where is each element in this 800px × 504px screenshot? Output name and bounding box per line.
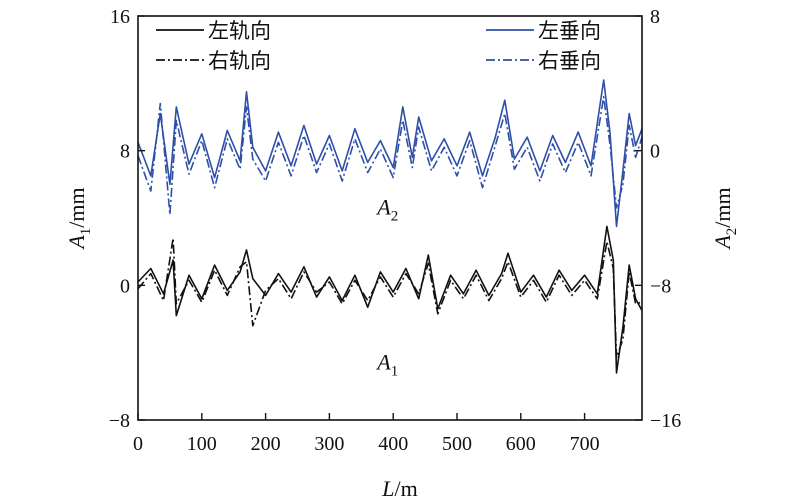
x-tick-label: 300 xyxy=(314,433,344,455)
x-tick-label: 200 xyxy=(251,433,281,455)
right-y-tick-label: 0 xyxy=(650,141,660,163)
left-y-tick-label: −8 xyxy=(109,410,130,432)
plot-series xyxy=(137,79,643,374)
left-y-tick-label: 8 xyxy=(120,141,130,163)
legend-label-4: 右垂向 xyxy=(538,49,601,73)
plot-frame xyxy=(137,15,643,421)
left-y-tick-label: 16 xyxy=(110,6,130,28)
legend-label-1: 左轨向 xyxy=(208,19,271,43)
x-axis-label: L/m xyxy=(381,476,417,501)
series-line-3 xyxy=(137,79,643,228)
series-line-4 xyxy=(137,96,643,216)
left-y-axis-label: A1/mm xyxy=(64,187,94,250)
series-line-1 xyxy=(137,225,643,374)
annotations: A2 A1 xyxy=(375,195,398,380)
curve-annotation-2: A1 xyxy=(375,350,398,380)
left-y-axis-ticks: −8 0 8 16 xyxy=(109,6,145,432)
x-tick-label: 700 xyxy=(570,433,600,455)
right-y-tick-label: 8 xyxy=(650,6,660,28)
curve-annotation-1: A2 xyxy=(375,195,398,225)
x-tick-label: 600 xyxy=(506,433,536,455)
x-tick-label: 0 xyxy=(133,433,143,455)
legend-label-2: 右轨向 xyxy=(208,49,271,73)
x-tick-label: 100 xyxy=(187,433,217,455)
x-tick-label: 500 xyxy=(442,433,472,455)
right-y-tick-label: −8 xyxy=(650,275,671,297)
right-y-tick-label: −16 xyxy=(650,410,681,432)
right-y-axis-ticks: −16 −8 0 8 xyxy=(635,6,681,432)
series-line-2 xyxy=(137,237,643,359)
left-y-tick-label: 0 xyxy=(120,275,130,297)
right-y-axis-label: A2/mm xyxy=(710,187,740,250)
x-axis-ticks: 0 100 200 300 400 500 600 700 xyxy=(133,413,600,455)
x-tick-label: 400 xyxy=(378,433,408,455)
legend-label-3: 左垂向 xyxy=(538,19,601,43)
